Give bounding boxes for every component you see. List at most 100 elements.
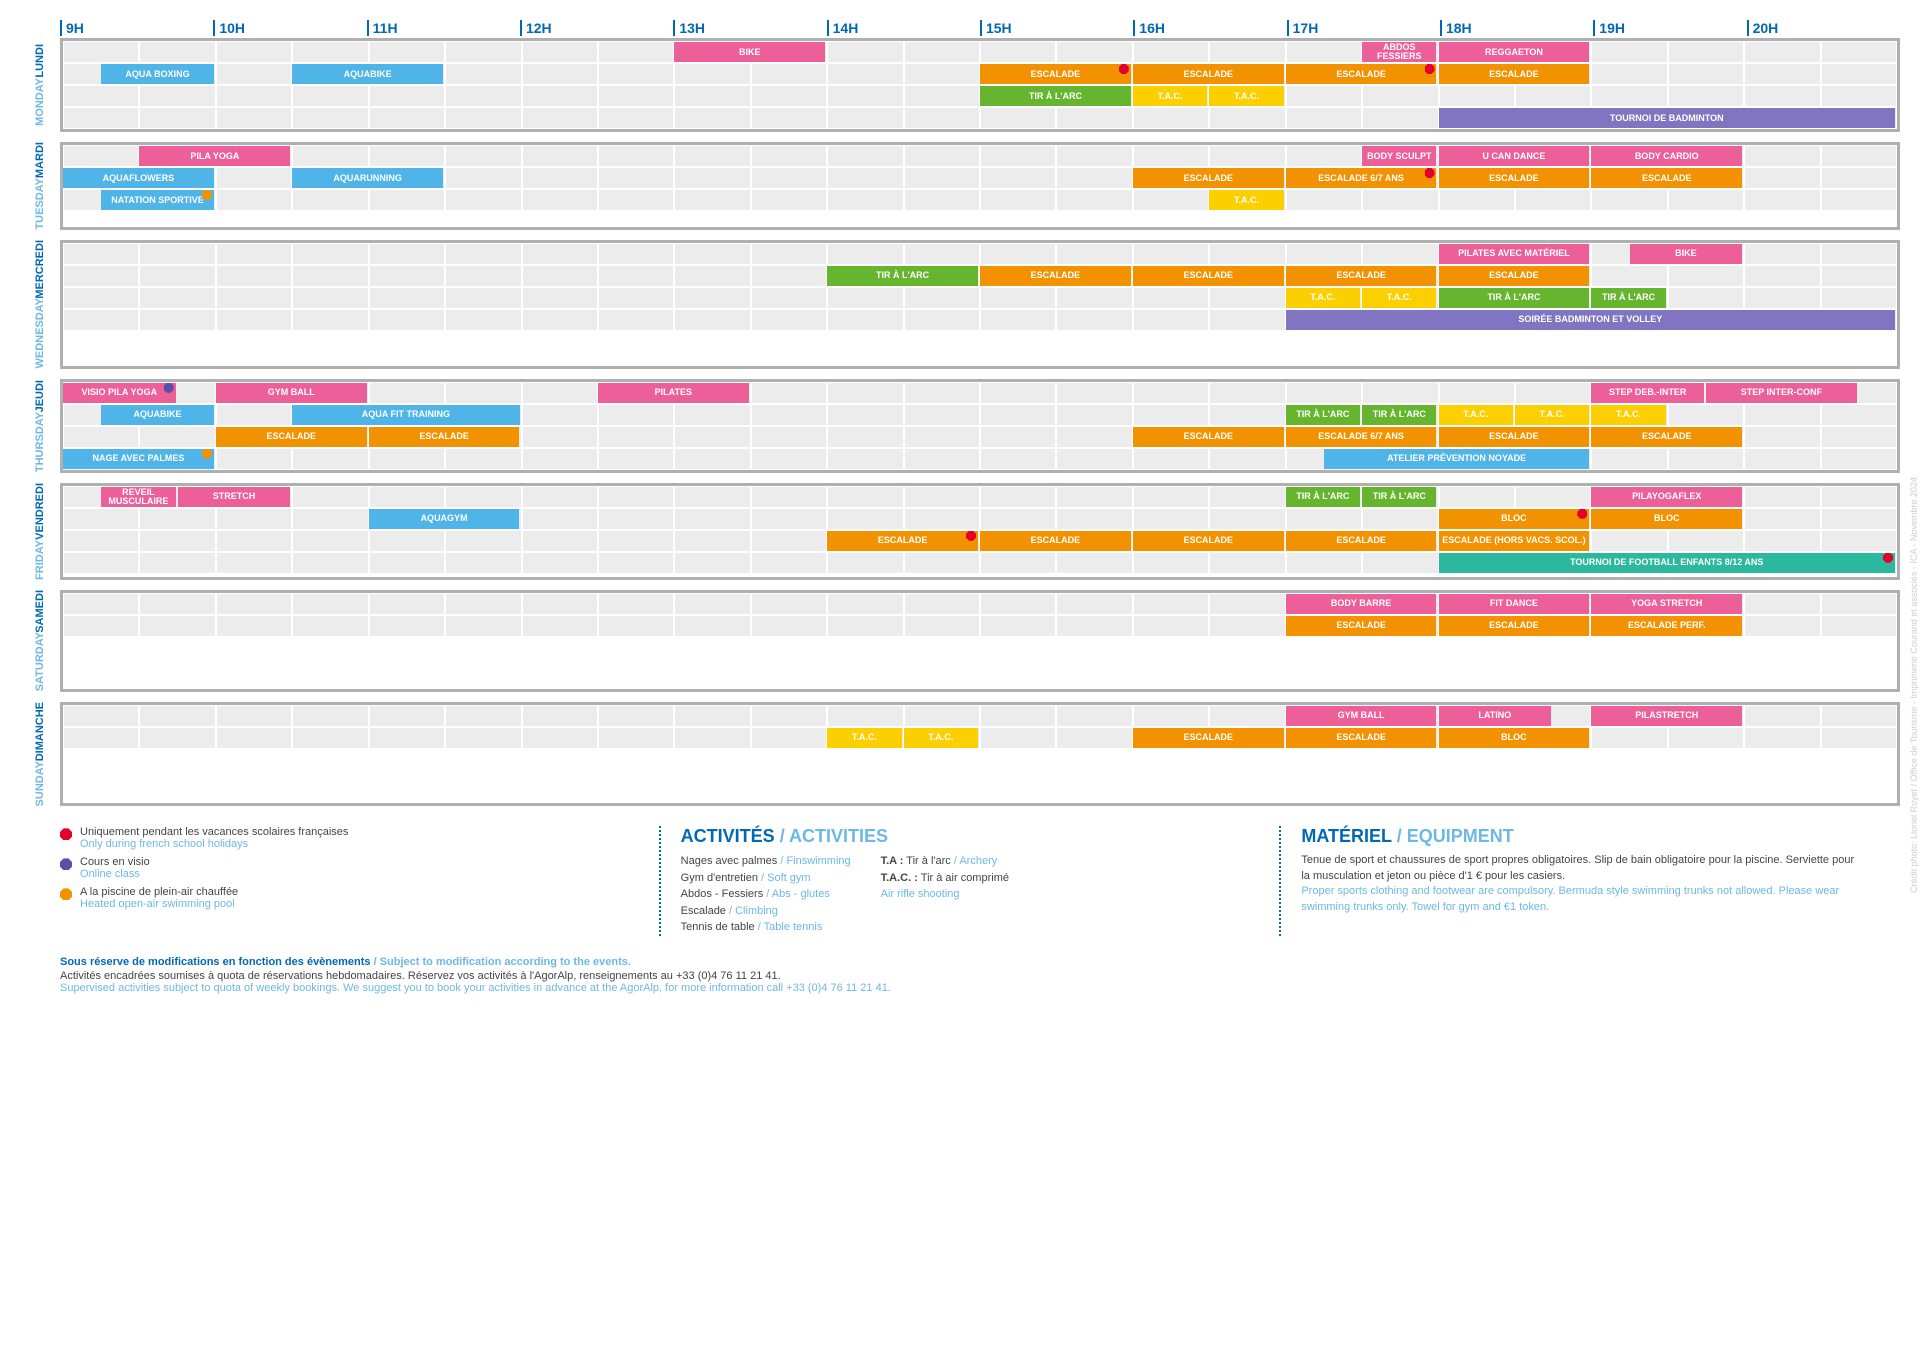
activity-block: T.A.C. [1209,190,1283,210]
activity-block: STRETCH [178,487,291,507]
activity-block: U CAN DANCE [1439,146,1590,166]
activity-block: NAGE AVEC PALMES [63,449,214,469]
activity-block: NATATION SPORTIVE [101,190,214,210]
day-block: LUNDIMONDAYBIKEABDOS FESSIERSREGGAETONAQ… [20,38,1900,132]
activity-block: STEP DEB.-INTER [1591,383,1704,403]
activity-block: ESCALADE [1133,266,1284,286]
day-grid: BIKEABDOS FESSIERSREGGAETONAQUA BOXINGAQ… [60,38,1900,132]
hour-label: 12H [520,20,673,36]
hour-label: 20H [1747,20,1900,36]
footer-main-en: / Subject to modification according to t… [371,956,631,968]
activity-block: BLOC [1591,509,1742,529]
legend-text-fr: Cours en visio [80,856,150,868]
day-label: LUNDIMONDAY [20,38,60,132]
equipment-title-en: / EQUIPMENT [1392,826,1514,846]
activity-block: ESCALADE (HORS VACS. SCOL.) [1439,531,1590,551]
activity-block: TIR À L'ARC [827,266,978,286]
hour-label: 16H [1133,20,1286,36]
activity-block: ESCALADE [1133,168,1284,188]
marker-icon [1119,64,1129,74]
day-fr: JEUDI [34,380,46,412]
day-grid: BODY BARREFIT DANCEYOGA STRETCHESCALADEE… [60,590,1900,692]
day-en: THURSDAY [34,412,46,472]
activity-block: GYM BALL [216,383,367,403]
activity-block: SOIRÉE BADMINTON ET VOLLEY [1286,310,1895,330]
activity-block: ESCALADE [1439,266,1590,286]
footer-main-fr: Sous réserve de modifications en fonctio… [60,956,371,968]
marker-icon [202,449,212,459]
activity-block: T.A.C. [1515,405,1589,425]
activity-block: BODY BARRE [1286,594,1437,614]
activity-block: ESCALADE [1439,168,1590,188]
activities-col: ACTIVITÉS / ACTIVITIES Nages avec palmes… [659,826,1240,936]
activity-block: BIKE [1630,244,1743,264]
day-grid: REVEIL MUSCULAIRESTRETCHTIR À L'ARCTIR À… [60,483,1900,580]
activity-block: PILATES [598,383,749,403]
activity-block: AQUA BOXING [101,64,214,84]
activities-title: ACTIVITÉS / ACTIVITIES [681,826,1240,847]
legend-item: A la piscine de plein-air chaufféeHeated… [60,886,619,910]
activity-block: ESCALADE [216,427,367,447]
activity-block: T.A.C. [1591,405,1665,425]
activity-block: AQUAGYM [369,509,520,529]
activity-block: T.A.C. [904,728,978,748]
legend-text-en: Only during french school holidays [80,838,348,850]
equipment-col: MATÉRIEL / EQUIPMENT Tenue de sport et c… [1279,826,1860,936]
day-label: MERCREDIWEDNESDAY [20,240,60,369]
activity-block: ESCALADE [1286,531,1437,551]
day-block: MERCREDIWEDNESDAYPILATES AVEC MATÉRIELBI… [20,240,1900,369]
day-label: SAMEDISATURDAY [20,590,60,692]
marker-icon [164,383,174,393]
activity-block: ESCALADE [980,266,1131,286]
activity-block: ESCALADE [1133,427,1284,447]
activity-block: ESCALADE [1439,616,1590,636]
activity-list-item: Escalade / Climbing [681,903,851,920]
day-label: DIMANCHESUNDAY [20,702,60,807]
day-en: FRIDAY [34,540,46,580]
day-grid: VISIO PILA YOGAGYM BALLPILATESSTEP DEB.-… [60,379,1900,473]
equipment-title-fr: MATÉRIEL [1301,826,1391,846]
activity-block: STEP INTER-CONF [1706,383,1857,403]
marker-icon [966,531,976,541]
marker-icon [1577,509,1587,519]
legend-icons-col: Uniquement pendant les vacances scolaire… [60,826,619,936]
activity-block: ABDOS FESSIERS [1362,42,1436,62]
hour-label: 13H [673,20,826,36]
hours-header: 9H10H11H12H13H14H15H16H17H18H19H20H [60,20,1900,36]
marker-icon [1425,64,1435,74]
day-grid: PILATES AVEC MATÉRIELBIKETIR À L'ARCESCA… [60,240,1900,369]
activity-block: LATINO [1439,706,1552,726]
legend-item: Uniquement pendant les vacances scolaire… [60,826,619,850]
activity-block: REVEIL MUSCULAIRE [101,487,175,507]
activity-block: TIR À L'ARC [980,86,1131,106]
marker-icon [1883,553,1893,563]
activity-block: TOURNOI DE BADMINTON [1439,108,1896,128]
hour-label: 18H [1440,20,1593,36]
equipment-en: Proper sports clothing and footwear are … [1301,884,1860,915]
hour-label: 9H [60,20,213,36]
day-block: JEUDITHURSDAYVISIO PILA YOGAGYM BALLPILA… [20,379,1900,473]
day-label: VENDREDIFRIDAY [20,483,60,580]
schedule-container: 9H10H11H12H13H14H15H16H17H18H19H20H LUND… [20,20,1900,994]
activity-block: ESCALADE [1286,728,1437,748]
activity-block: TIR À L'ARC [1439,288,1590,308]
activity-block: ESCALADE [1439,64,1590,84]
activity-block: ESCALADE [1133,728,1284,748]
activity-block: ESCALADE [1439,427,1590,447]
legend-icon [60,858,72,870]
hour-label: 17H [1287,20,1440,36]
activity-block: ESCALADE [369,427,520,447]
footer-sub: Activités encadrées soumises à quota de … [60,970,1860,994]
activity-block: TIR À L'ARC [1591,288,1665,308]
activity-block: ESCALADE 6/7 ANS [1286,427,1437,447]
activity-block: PILAYOGAFLEX [1591,487,1742,507]
activity-block: ESCALADE [1286,266,1437,286]
activity-block: ESCALADE PERF. [1591,616,1742,636]
activity-block: ESCALADE [1133,531,1284,551]
activity-block: FIT DANCE [1439,594,1590,614]
activities-list: Nages avec palmes / FinswimmingGym d'ent… [681,853,1240,936]
legend-item: Cours en visioOnline class [60,856,619,880]
day-en: SATURDAY [34,632,46,691]
activity-block: AQUA FIT TRAINING [292,405,519,425]
day-block: SAMEDISATURDAYBODY BARREFIT DANCEYOGA ST… [20,590,1900,692]
